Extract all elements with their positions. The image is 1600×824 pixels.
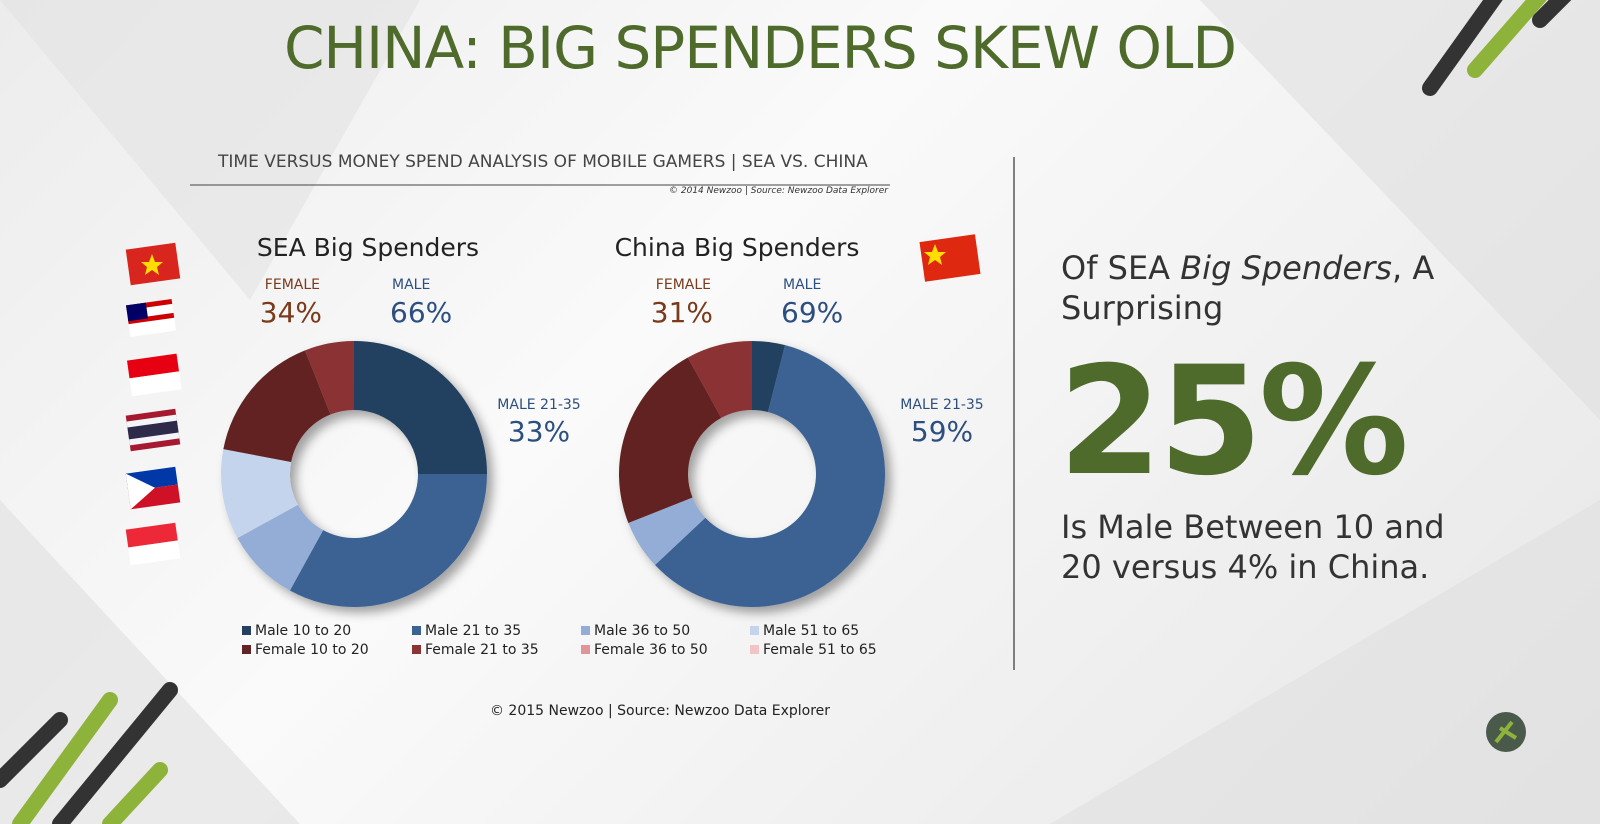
- legend-label: Female 51 to 65: [763, 642, 877, 658]
- legend-label: Male 21 to 35: [425, 623, 521, 639]
- donut-segment: [655, 345, 886, 607]
- legend-label: Male 51 to 65: [763, 623, 859, 639]
- legend-label: Male 10 to 20: [255, 623, 351, 639]
- segment-label: MALE 21-35: [497, 397, 580, 413]
- legend-swatch: [750, 645, 759, 654]
- callout-text: , A Surprising: [1061, 249, 1435, 327]
- legend-label: Female 36 to 50: [594, 642, 708, 658]
- donut-segment: [628, 497, 706, 566]
- callout-lead: Of SEA Big Spenders, A Surprising: [1061, 248, 1481, 328]
- legend-label: Male 36 to 50: [594, 623, 690, 639]
- legend-swatch: [412, 626, 421, 635]
- legend-swatch: [581, 645, 590, 654]
- donut-segment: [289, 474, 487, 608]
- callout-big-number: 25%: [1058, 335, 1409, 509]
- slide-title: CHINA: BIG SPENDERS SKEW OLD: [283, 14, 1237, 82]
- callout-text: Of SEA: [1061, 249, 1181, 287]
- charts: SEA Big Spenders FEMALE 34% MALE 66% MALE 21-…: [221, 233, 984, 658]
- share-label: FEMALE: [656, 277, 711, 293]
- footer: © 2015 Newzoo | Source: Newzoo Data Expl…: [489, 703, 831, 719]
- panel-heading: TIME VERSUS MONEY SPEND ANALYSIS OF MOBI…: [218, 152, 868, 172]
- donut-segment: [619, 357, 722, 523]
- donut-segment: [305, 341, 354, 415]
- donut: [619, 341, 886, 607]
- chart-title: SEA Big Spenders: [257, 233, 479, 262]
- legend-label: Female 10 to 20: [255, 642, 369, 658]
- segment-value: 59%: [911, 415, 973, 448]
- legend-swatch: [242, 645, 251, 654]
- donut-segment: [752, 341, 786, 413]
- legend-swatch: [412, 645, 421, 654]
- flags: [125, 234, 981, 566]
- chart-title: China Big Spenders: [615, 233, 860, 262]
- share-value: 66%: [390, 296, 452, 329]
- donut: [221, 341, 487, 608]
- segment-value: 33%: [508, 415, 570, 448]
- donut-segment: [237, 504, 324, 591]
- donut-segment: [354, 341, 487, 474]
- share-label: MALE: [392, 277, 430, 293]
- panel-credit: © 2014 Newzoo | Source: Newzoo Data Expl…: [669, 186, 888, 196]
- share-value: 31%: [651, 296, 713, 329]
- segment-label: MALE 21-35: [900, 397, 983, 413]
- logo: [1486, 712, 1526, 752]
- donut-segment: [687, 341, 752, 418]
- share-value: 69%: [781, 296, 843, 329]
- legend-swatch: [750, 626, 759, 635]
- donut-segment: [221, 449, 298, 539]
- share-label: FEMALE: [265, 277, 320, 293]
- callout-tail: Is Male Between 10 and 20 versus 4% in C…: [1061, 508, 1445, 586]
- legend-label: Female 21 to 35: [425, 642, 539, 658]
- donut-segment: [223, 350, 331, 463]
- share-label: MALE: [783, 277, 821, 293]
- legend-swatch: [242, 626, 251, 635]
- share-value: 34%: [260, 296, 322, 329]
- legend-swatch: [581, 626, 590, 635]
- callout-emphasis: Big Spenders: [1180, 249, 1392, 287]
